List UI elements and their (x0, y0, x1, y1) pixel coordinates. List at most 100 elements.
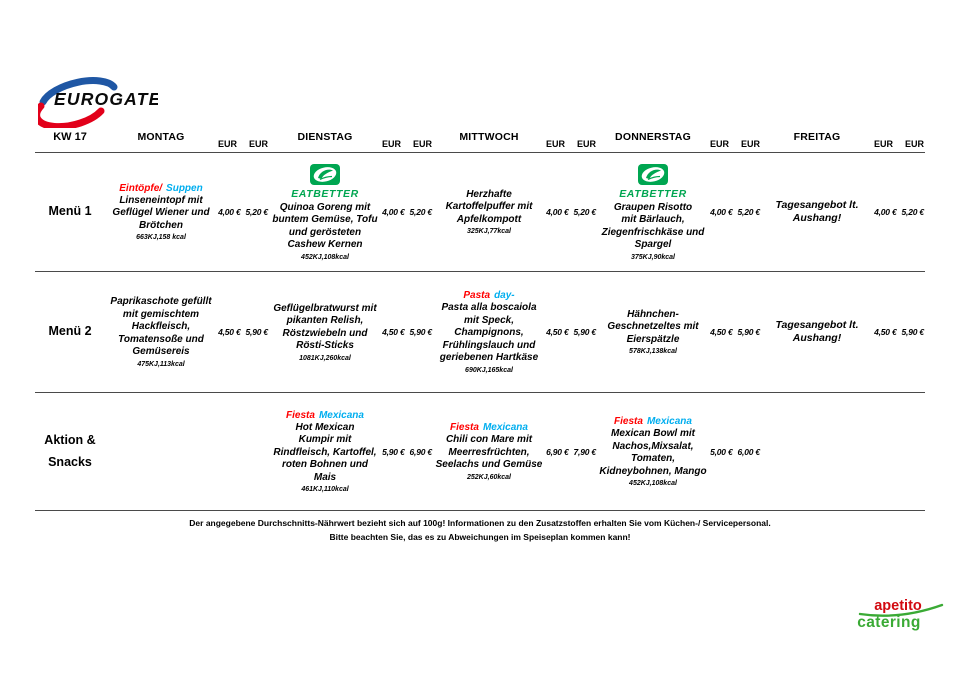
price-internal: 4,00 € (218, 207, 241, 217)
price-guest: 5,20 € (737, 207, 761, 217)
menu1-mittwoch-cell: Herzhafte Kartoffelpuffer mit Apfelkompo… (433, 153, 545, 271)
menu1-freitag-cell: Tagesangebot lt. Aushang! (761, 153, 873, 271)
category-tag-red: Pasta (463, 290, 491, 302)
nutrition-text: 452KJ,108kcal (629, 480, 677, 487)
menu2-montag-prices: 4,50 € 5,90 € (217, 272, 269, 392)
footer-note-line2: Bitte beachten Sie, das es zu Abweichung… (329, 532, 631, 543)
category-tag: Fiesta Mexicana (286, 410, 364, 421)
dish-text: Chili con Mare mit Meerresfrüchten, Seel… (435, 434, 543, 471)
eur-header-dienstag: EUR EUR (381, 126, 433, 149)
category-tag-cyan: Mexicana (646, 416, 692, 427)
menu1-mittwoch-prices: 4,00 € 5,20 € (545, 153, 597, 271)
menu1-dienstag-prices: 4,00 € 5,20 € (381, 153, 433, 271)
apetito-catering-logo: apetito catering (848, 596, 952, 636)
dish-text: Tagesangebot lt. Aushang! (775, 198, 859, 224)
nutrition-text: 578KJ,138kcal (629, 348, 677, 356)
price-internal: 4,50 € (382, 327, 405, 337)
price-internal: 4,00 € (546, 207, 569, 217)
price-internal: 4,00 € (710, 207, 733, 217)
menu2-mittwoch-prices: 4,50 € 5,90 € (545, 272, 597, 392)
row-label-menu-2: Menü 2 (48, 324, 92, 339)
menu2-mittwoch-cell: Pasta day- Pasta alla boscaiola mit Spec… (433, 272, 545, 392)
eurogate-logo: EUROGATE (33, 74, 160, 131)
nutrition-text: 252KJ,60kcal (467, 473, 511, 481)
price-guest: 5,90 € (901, 327, 925, 337)
dish-text: Herzhafte Kartoffelpuffer mit Apfelkompo… (445, 188, 533, 225)
eatbetter-label: EATBETTER (619, 187, 687, 200)
eurogate-swoosh-icon: EUROGATE (33, 77, 160, 131)
aktion-montag-cell (105, 393, 217, 510)
menu2-freitag-cell: Tagesangebot lt. Aushang! (761, 272, 873, 392)
price-internal: 4,50 € (874, 327, 897, 337)
category-tag-cyan: Suppen (166, 182, 203, 194)
eur-label: EUR (873, 139, 893, 149)
aktion-donnerstag-prices: 5,00 € 6,00 € (709, 393, 761, 510)
aktion-montag-prices (217, 393, 269, 510)
category-tag: Fiesta Mexicana (614, 416, 692, 427)
eur-label: EUR (577, 139, 597, 149)
eur-label: EUR (545, 139, 565, 149)
nutrition-text: 690KJ,165kcal (465, 366, 513, 374)
eur-label: EUR (381, 139, 401, 149)
footer-note: Der angegebene Durchschnitts-Nährwert be… (0, 516, 960, 544)
footer-note-line1: Der angegebene Durchschnitts-Nährwert be… (189, 518, 771, 528)
aktion-freitag-cell (761, 393, 873, 510)
nutrition-text: 663KJ,158 kcal (136, 234, 186, 242)
menu1-freitag-prices: 4,00 € 5,20 € (873, 153, 925, 271)
aktion-freitag-prices (873, 393, 925, 510)
day-header-dienstag: DIENSTAG (297, 131, 353, 143)
day-header-donnerstag: DONNERSTAG (615, 131, 691, 143)
category-tag-cyan: Mexicana (482, 422, 528, 434)
dish-text: Geflügelbratwurst mit pikanten Relish, R… (273, 302, 377, 352)
category-tag-red: Eintöpfe/ (119, 182, 163, 194)
eur-header-mittwoch: EUR EUR (545, 126, 597, 149)
eatbetter-label: EATBETTER (291, 187, 359, 200)
price-guest: 5,20 € (409, 207, 433, 217)
category-tag-red: Fiesta (614, 416, 643, 427)
nutrition-text: 375KJ,90kcal (631, 253, 675, 261)
menu1-dienstag-cell: EATBETTER Quinoa Goreng mit buntem Gemüs… (269, 153, 381, 271)
price-guest: 5,20 € (245, 207, 269, 217)
nutrition-text: 325KJ,77kcal (467, 228, 511, 236)
dish-text: Pasta alla boscaiola mit Speck, Champign… (439, 302, 539, 364)
day-header-mittwoch: MITTWOCH (459, 131, 519, 143)
nutrition-text: 475KJ,113kcal (137, 360, 185, 368)
dish-text: Tagesangebot lt. Aushang! (775, 318, 859, 344)
eur-label: EUR (905, 139, 925, 149)
day-header-montag: MONTAG (137, 131, 185, 143)
dish-text: Paprikaschote gefüllt mit gemischtem Hac… (110, 296, 212, 358)
day-header-freitag: FREITAG (793, 131, 841, 143)
dish-text: Hähnchen- Geschnetzeltes mit Eierspätzle (607, 308, 699, 345)
category-tag: Eintöpfe/ Suppen (119, 183, 202, 194)
eatbetter-badge: EATBETTER (619, 163, 687, 200)
category-tag: Pasta day- (463, 290, 514, 301)
price-guest: 5,90 € (409, 327, 433, 337)
row-label-menu-1: Menü 1 (48, 204, 92, 219)
price-guest: 5,90 € (573, 327, 597, 337)
price-guest: 5,20 € (901, 207, 925, 217)
price-internal: 4,00 € (874, 207, 897, 217)
category-tag-red: Fiesta (450, 422, 479, 434)
menu2-donnerstag-cell: Hähnchen- Geschnetzeltes mit Eierspätzle… (597, 272, 709, 392)
table-header: KW 17 MONTAG EUR EUR DIENSTAG EUR EUR MITT… (35, 126, 925, 153)
aktion-mittwoch-prices: 6,90 € 7,90 € (545, 393, 597, 510)
menu2-donnerstag-prices: 4,50 € 5,90 € (709, 272, 761, 392)
apetito-catering-logo-icon: apetito catering (857, 598, 944, 631)
category-tag-cyan: day- (494, 290, 515, 302)
price-internal: 4,50 € (546, 327, 569, 337)
menu1-montag-cell: Eintöpfe/ Suppen Linseneintopf mit Geflü… (105, 153, 217, 271)
eur-label: EUR (413, 139, 433, 149)
dish-text: Mexican Bowl mit Nachos,Mixsalat, Tomate… (599, 428, 707, 477)
eur-label: EUR (217, 139, 237, 149)
eur-header-montag: EUR EUR (217, 126, 269, 149)
aktion-dienstag-cell: Fiesta Mexicana Hot Mexican Kumpir mit R… (269, 393, 381, 510)
menu-table: KW 17 MONTAG EUR EUR DIENSTAG EUR EUR MITT… (35, 126, 925, 511)
nutrition-text: 461KJ,110kcal (301, 486, 349, 494)
eur-label: EUR (249, 139, 269, 149)
row-menu-2: Menü 2 Paprikaschote gefüllt mit gemisch… (35, 271, 925, 392)
menu2-montag-cell: Paprikaschote gefüllt mit gemischtem Hac… (105, 272, 217, 392)
aktion-donnerstag-cell: Fiesta Mexicana Mexican Bowl mit Nachos,… (597, 393, 709, 510)
apetito-logo-text: apetito (874, 598, 922, 614)
eatbetter-badge: EATBETTER (291, 163, 359, 200)
row-label-aktion-snacks: Aktion & Snacks (44, 433, 96, 469)
